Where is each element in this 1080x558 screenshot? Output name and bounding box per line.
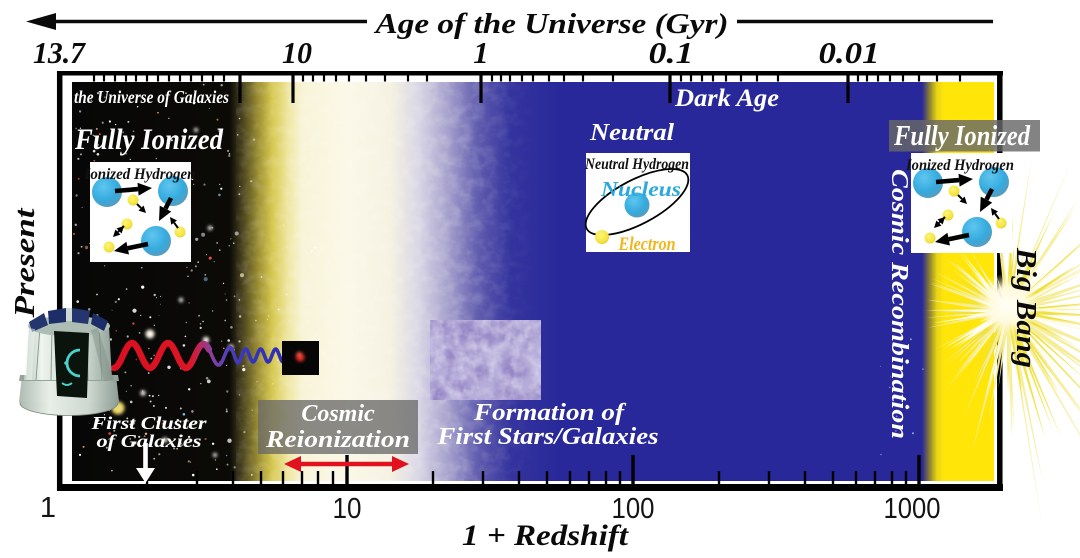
svg-text:Cosmic: Cosmic [301, 401, 375, 427]
svg-text:the Universe of Galaxies: the Universe of Galaxies [74, 87, 229, 107]
svg-text:0.1: 0.1 [649, 35, 694, 70]
svg-text:1 + Redshift: 1 + Redshift [462, 519, 630, 552]
svg-text:Dark Age: Dark Age [674, 85, 779, 112]
svg-text:100: 100 [612, 493, 655, 525]
svg-text:10: 10 [282, 35, 312, 70]
svg-text:Neutral: Neutral [589, 120, 674, 146]
svg-text:First Stars/Galaxies: First Stars/Galaxies [436, 424, 658, 450]
svg-text:Fully Ionized: Fully Ionized [893, 121, 1031, 152]
svg-text:1: 1 [473, 35, 489, 70]
svg-text:Ionized Hydrogen: Ionized Hydrogen [905, 157, 1014, 174]
svg-text:Cosmic Recombination: Cosmic Recombination [886, 169, 912, 439]
svg-text:First Cluster: First Cluster [90, 413, 207, 433]
svg-text:10: 10 [333, 493, 362, 525]
svg-text:Big Bang: Big Bang [1010, 247, 1042, 368]
svg-text:13.7: 13.7 [33, 35, 86, 70]
svg-text:1: 1 [40, 492, 56, 524]
svg-text:Age of the Universe (Gyr): Age of the Universe (Gyr) [373, 8, 728, 40]
svg-text:1000: 1000 [884, 493, 941, 525]
svg-text:Fully Ionized: Fully Ionized [74, 123, 224, 156]
svg-text:Formation of: Formation of [473, 400, 626, 426]
svg-text:0.01: 0.01 [819, 35, 880, 70]
svg-text:Nucleus: Nucleus [600, 177, 681, 201]
svg-text:Reionization: Reionization [265, 427, 410, 453]
svg-text:Neutral Hydrogen: Neutral Hydrogen [584, 156, 689, 173]
svg-text:of Galaxies: of Galaxies [97, 431, 202, 451]
svg-text:Electron: Electron [618, 234, 676, 255]
svg-text:Ionized Hydrogen: Ionized Hydrogen [84, 166, 196, 183]
svg-text:Present: Present [9, 207, 41, 318]
